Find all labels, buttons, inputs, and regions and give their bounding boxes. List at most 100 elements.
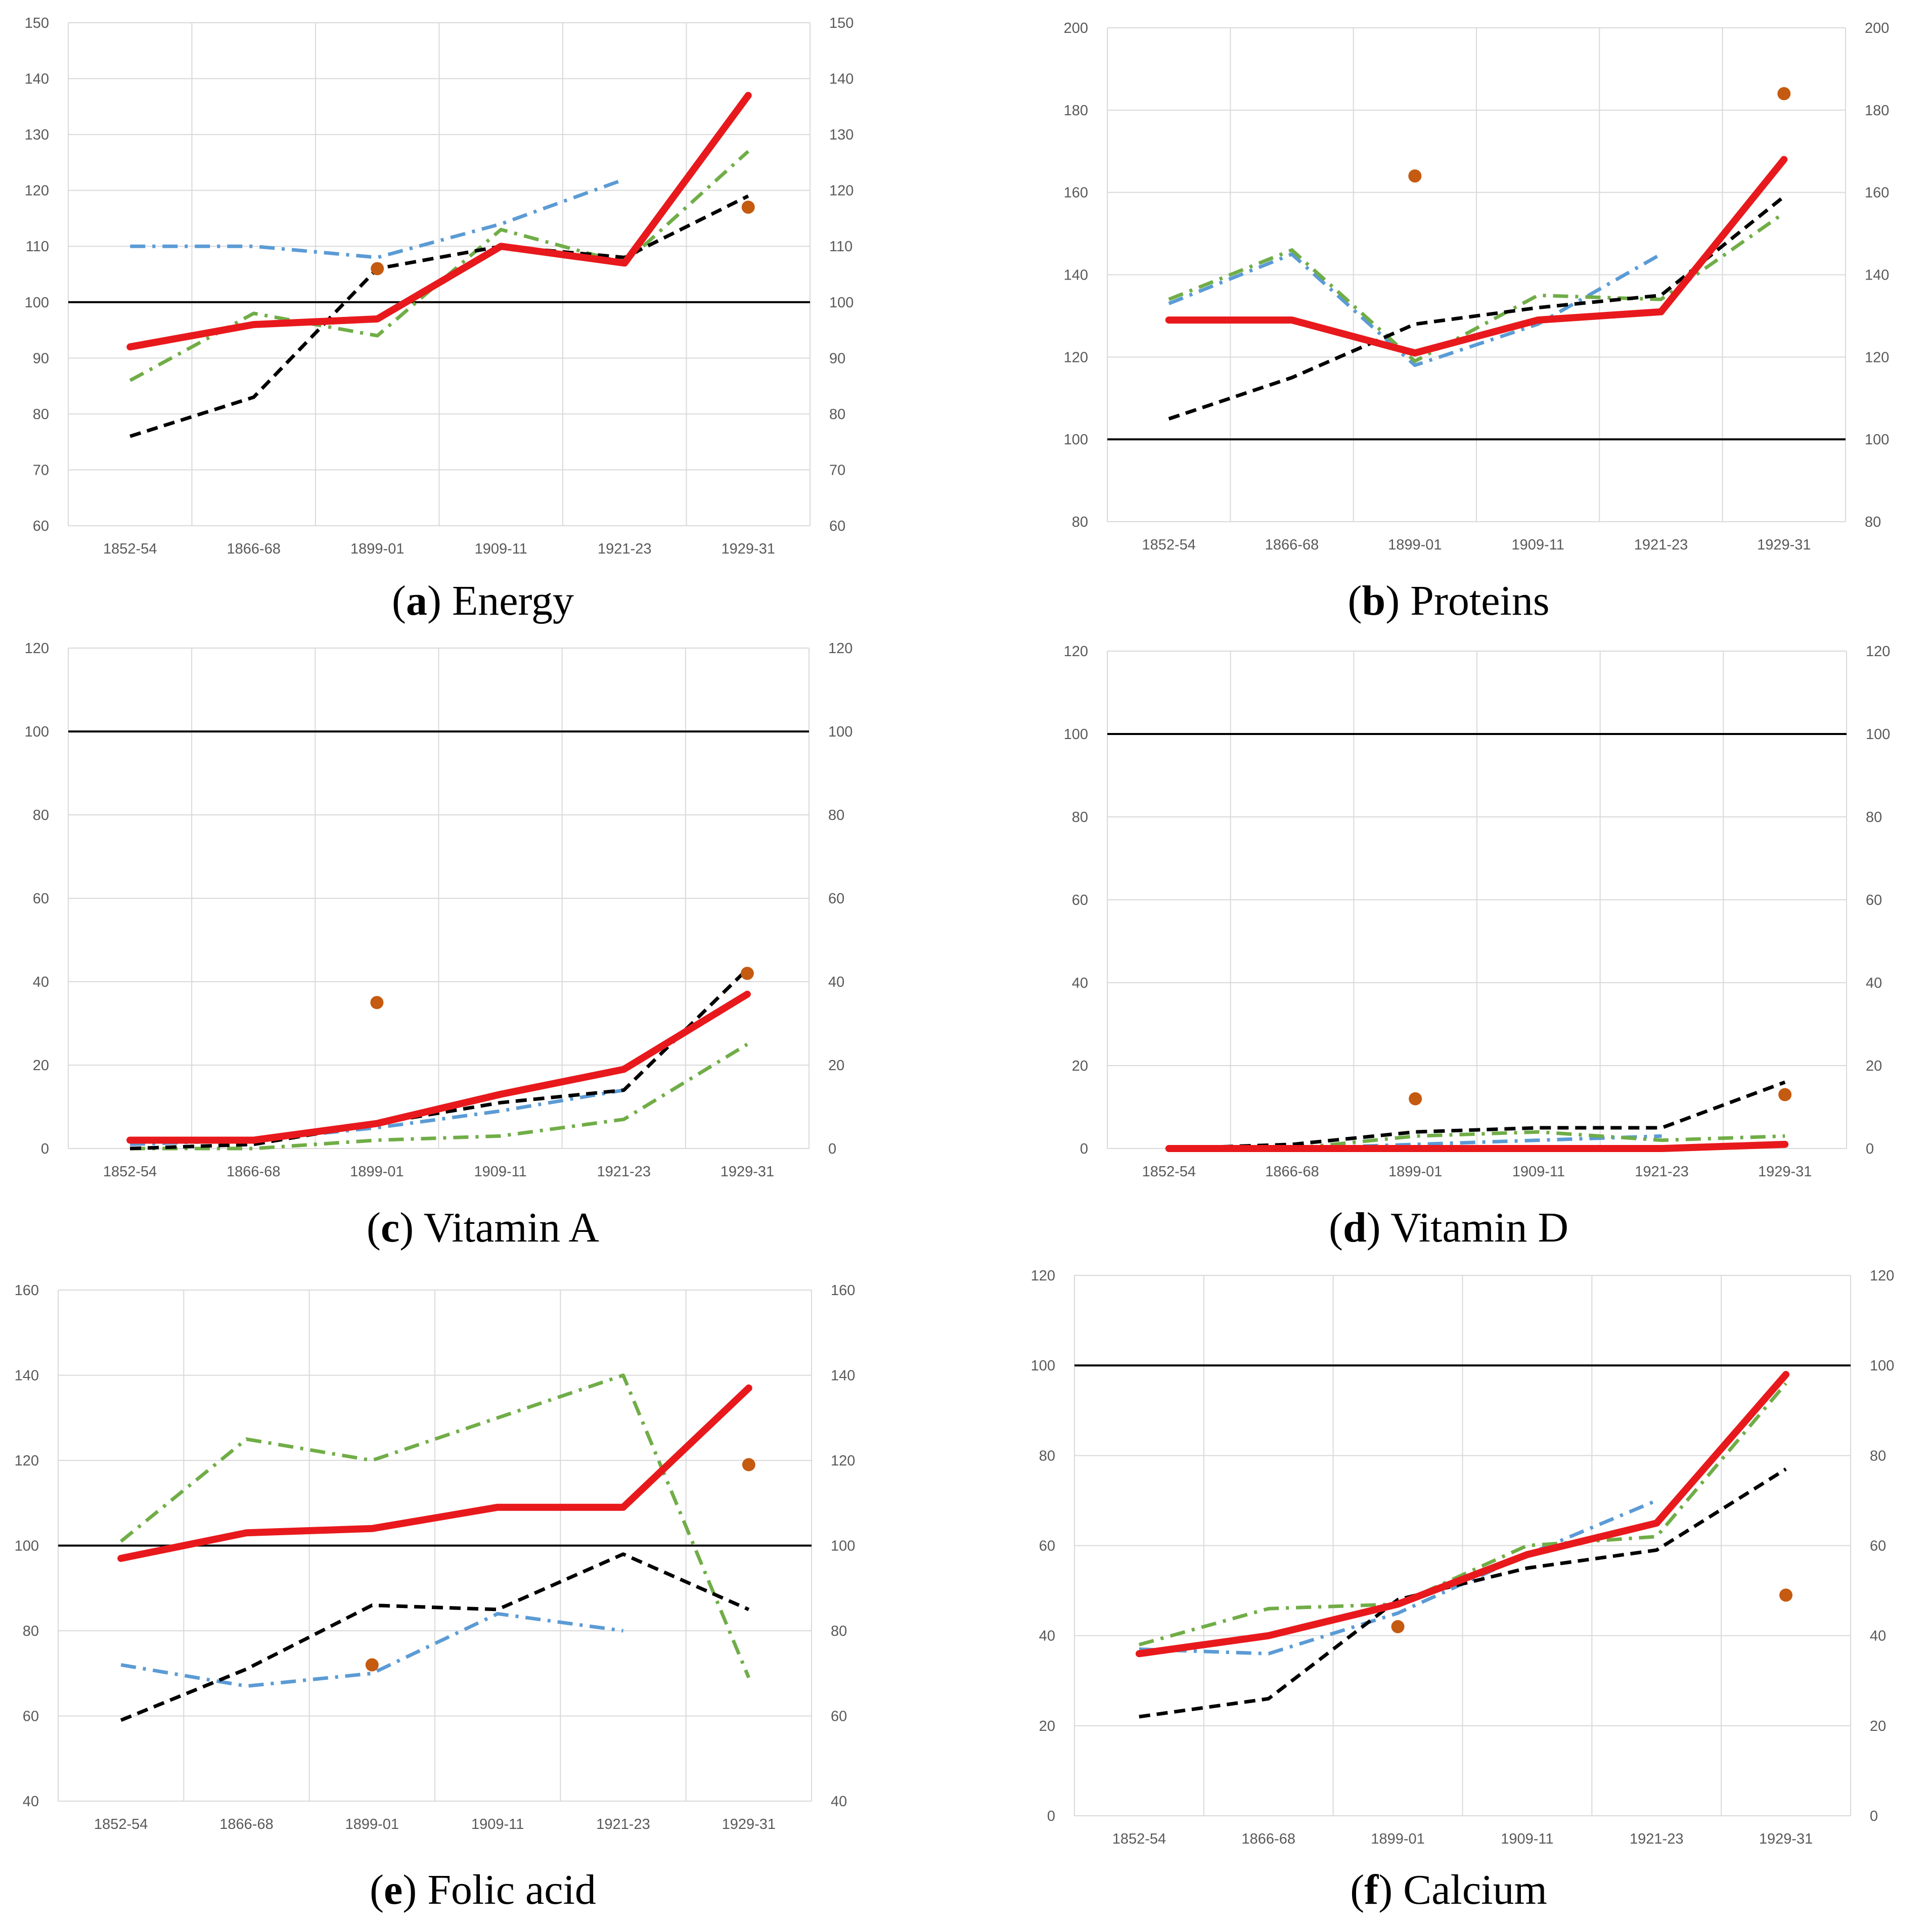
caption-title: Folic acid bbox=[427, 1866, 596, 1913]
y-tick-label-left: 140 bbox=[25, 71, 49, 87]
x-tick-label: 1852-54 bbox=[103, 541, 157, 557]
data-point-orange bbox=[1391, 1620, 1405, 1633]
caption-letter: d bbox=[1342, 1204, 1367, 1251]
x-tick-label: 1909-11 bbox=[1512, 1164, 1565, 1180]
y-tick-label-left: 80 bbox=[23, 1623, 39, 1639]
y-tick-label-right: 80 bbox=[831, 1623, 847, 1639]
caption-letter: f bbox=[1364, 1866, 1379, 1913]
series-line-blue bbox=[120, 1612, 623, 1688]
y-tick-label-left: 120 bbox=[1031, 1268, 1055, 1284]
series-line-blue bbox=[1169, 1134, 1662, 1151]
y-tick-label-left: 90 bbox=[33, 350, 49, 366]
x-tick-label: 1909-11 bbox=[1512, 537, 1564, 553]
y-tick-label-right: 80 bbox=[828, 807, 844, 823]
y-tick-label-right: 0 bbox=[1866, 1141, 1874, 1157]
x-tick-label: 1852-54 bbox=[1112, 1831, 1166, 1847]
y-tick-label-right: 60 bbox=[828, 891, 844, 907]
y-tick-label-left: 0 bbox=[41, 1141, 49, 1157]
caption-energy: (a) Energy bbox=[391, 577, 574, 624]
y-tick-label-left: 40 bbox=[1072, 975, 1088, 991]
y-tick-label-left: 60 bbox=[33, 891, 49, 907]
series-line-black bbox=[1139, 1467, 1787, 1719]
data-point-orange bbox=[741, 200, 755, 214]
data-point-orange bbox=[1779, 1588, 1793, 1602]
y-tick-label-left: 40 bbox=[1039, 1628, 1055, 1644]
y-tick-label-right: 160 bbox=[831, 1282, 855, 1299]
y-tick-label-left: 120 bbox=[25, 183, 49, 199]
y-tick-label-left: 20 bbox=[33, 1058, 49, 1074]
y-tick-label-right: 120 bbox=[1866, 644, 1890, 660]
x-tick-label: 1852-54 bbox=[1142, 537, 1195, 553]
series-line-green bbox=[1138, 1382, 1787, 1646]
y-tick-label-left: 60 bbox=[33, 518, 49, 534]
data-point-orange bbox=[1778, 1088, 1792, 1102]
x-tick-label: 1909-11 bbox=[1501, 1831, 1553, 1847]
y-tick-label-right: 90 bbox=[829, 350, 845, 366]
y-tick-label-left: 100 bbox=[15, 1538, 39, 1554]
y-tick-label-right: 70 bbox=[829, 462, 845, 478]
series-line-black bbox=[129, 968, 749, 1151]
y-tick-label-left: 130 bbox=[25, 127, 49, 143]
y-tick-label-right: 140 bbox=[1865, 267, 1889, 284]
data-point-orange bbox=[1409, 1092, 1422, 1106]
x-tick-label: 1929-31 bbox=[722, 1816, 776, 1832]
x-tick-label: 1866-68 bbox=[1242, 1831, 1295, 1847]
data-point-orange bbox=[742, 1458, 755, 1472]
panel-vitamin-a: 0 0 20 20 40 40 60 60 80 80 100 100 120 120 1852-54 186… bbox=[0, 632, 966, 1264]
series-line-blue bbox=[129, 1088, 624, 1146]
caption-title: Vitamin A bbox=[423, 1204, 600, 1251]
x-tick-label: 1866-68 bbox=[227, 1164, 280, 1180]
y-tick-label-right: 120 bbox=[1865, 349, 1889, 365]
y-tick-label-right: 160 bbox=[1865, 185, 1889, 201]
caption-calcium: (f) Calcium bbox=[1350, 1866, 1547, 1913]
y-tick-label-right: 80 bbox=[1865, 514, 1881, 530]
x-tick-label: 1921-23 bbox=[1635, 1164, 1688, 1180]
y-tick-label-right: 120 bbox=[828, 640, 852, 657]
y-tick-label-right: 80 bbox=[1870, 1448, 1886, 1464]
x-tick-label: 1909-11 bbox=[475, 541, 527, 557]
y-tick-label-left: 120 bbox=[25, 640, 49, 657]
y-tick-label-left: 100 bbox=[25, 724, 49, 740]
x-tick-label: 1921-23 bbox=[598, 541, 651, 557]
y-tick-label-left: 120 bbox=[1064, 349, 1088, 365]
x-tick-label: 1921-23 bbox=[597, 1164, 651, 1180]
caption-letter: c bbox=[380, 1204, 400, 1251]
y-tick-label-left: 80 bbox=[1072, 514, 1088, 530]
y-tick-label-right: 60 bbox=[829, 518, 845, 534]
y-tick-label-left: 20 bbox=[1072, 1058, 1088, 1074]
y-tick-label-left: 120 bbox=[15, 1453, 39, 1469]
series-line-black bbox=[1168, 195, 1785, 421]
data-point-orange bbox=[365, 1658, 379, 1672]
chart-proteins: 80 80 100 100 120 120 140 140 160 160 180 180 200 200… bbox=[1064, 20, 1890, 553]
panel-calcium: 0 0 20 20 40 40 60 60 80 80 100 100 120 120 1852-54 186… bbox=[966, 1264, 1931, 1927]
y-tick-label-left: 180 bbox=[1064, 103, 1088, 119]
y-tick-label-right: 20 bbox=[1870, 1718, 1886, 1734]
y-tick-label-left: 70 bbox=[33, 462, 49, 478]
y-tick-label-left: 40 bbox=[33, 974, 49, 990]
caption-vitamin-a: (c) Vitamin A bbox=[366, 1204, 600, 1251]
series-line-red bbox=[126, 990, 751, 1144]
x-tick-label: 1921-23 bbox=[596, 1816, 650, 1832]
y-tick-label-left: 80 bbox=[33, 406, 49, 423]
data-point-orange bbox=[370, 996, 384, 1010]
y-tick-label-right: 100 bbox=[828, 724, 852, 740]
y-tick-label-right: 20 bbox=[828, 1058, 844, 1074]
x-tick-label: 1852-54 bbox=[103, 1164, 157, 1180]
y-tick-label-right: 80 bbox=[1866, 809, 1882, 825]
y-tick-label-right: 120 bbox=[1870, 1268, 1894, 1284]
x-tick-label: 1909-11 bbox=[471, 1816, 524, 1832]
y-tick-label-left: 0 bbox=[1047, 1808, 1055, 1824]
y-tick-label-right: 140 bbox=[831, 1368, 855, 1384]
y-tick-label-right: 40 bbox=[1870, 1628, 1886, 1644]
y-tick-label-left: 80 bbox=[1072, 809, 1088, 825]
series-line-blue bbox=[1139, 1499, 1657, 1656]
y-tick-label-right: 40 bbox=[828, 974, 844, 990]
x-tick-label: 1921-23 bbox=[1634, 537, 1688, 553]
y-tick-label-right: 40 bbox=[831, 1794, 847, 1810]
caption-letter: e bbox=[384, 1866, 403, 1913]
x-tick-label: 1852-54 bbox=[94, 1816, 148, 1832]
x-tick-label: 1899-01 bbox=[345, 1816, 399, 1832]
y-tick-label-left: 20 bbox=[1039, 1718, 1055, 1734]
caption-vitamin-d: (d) Vitamin D bbox=[1328, 1204, 1569, 1251]
